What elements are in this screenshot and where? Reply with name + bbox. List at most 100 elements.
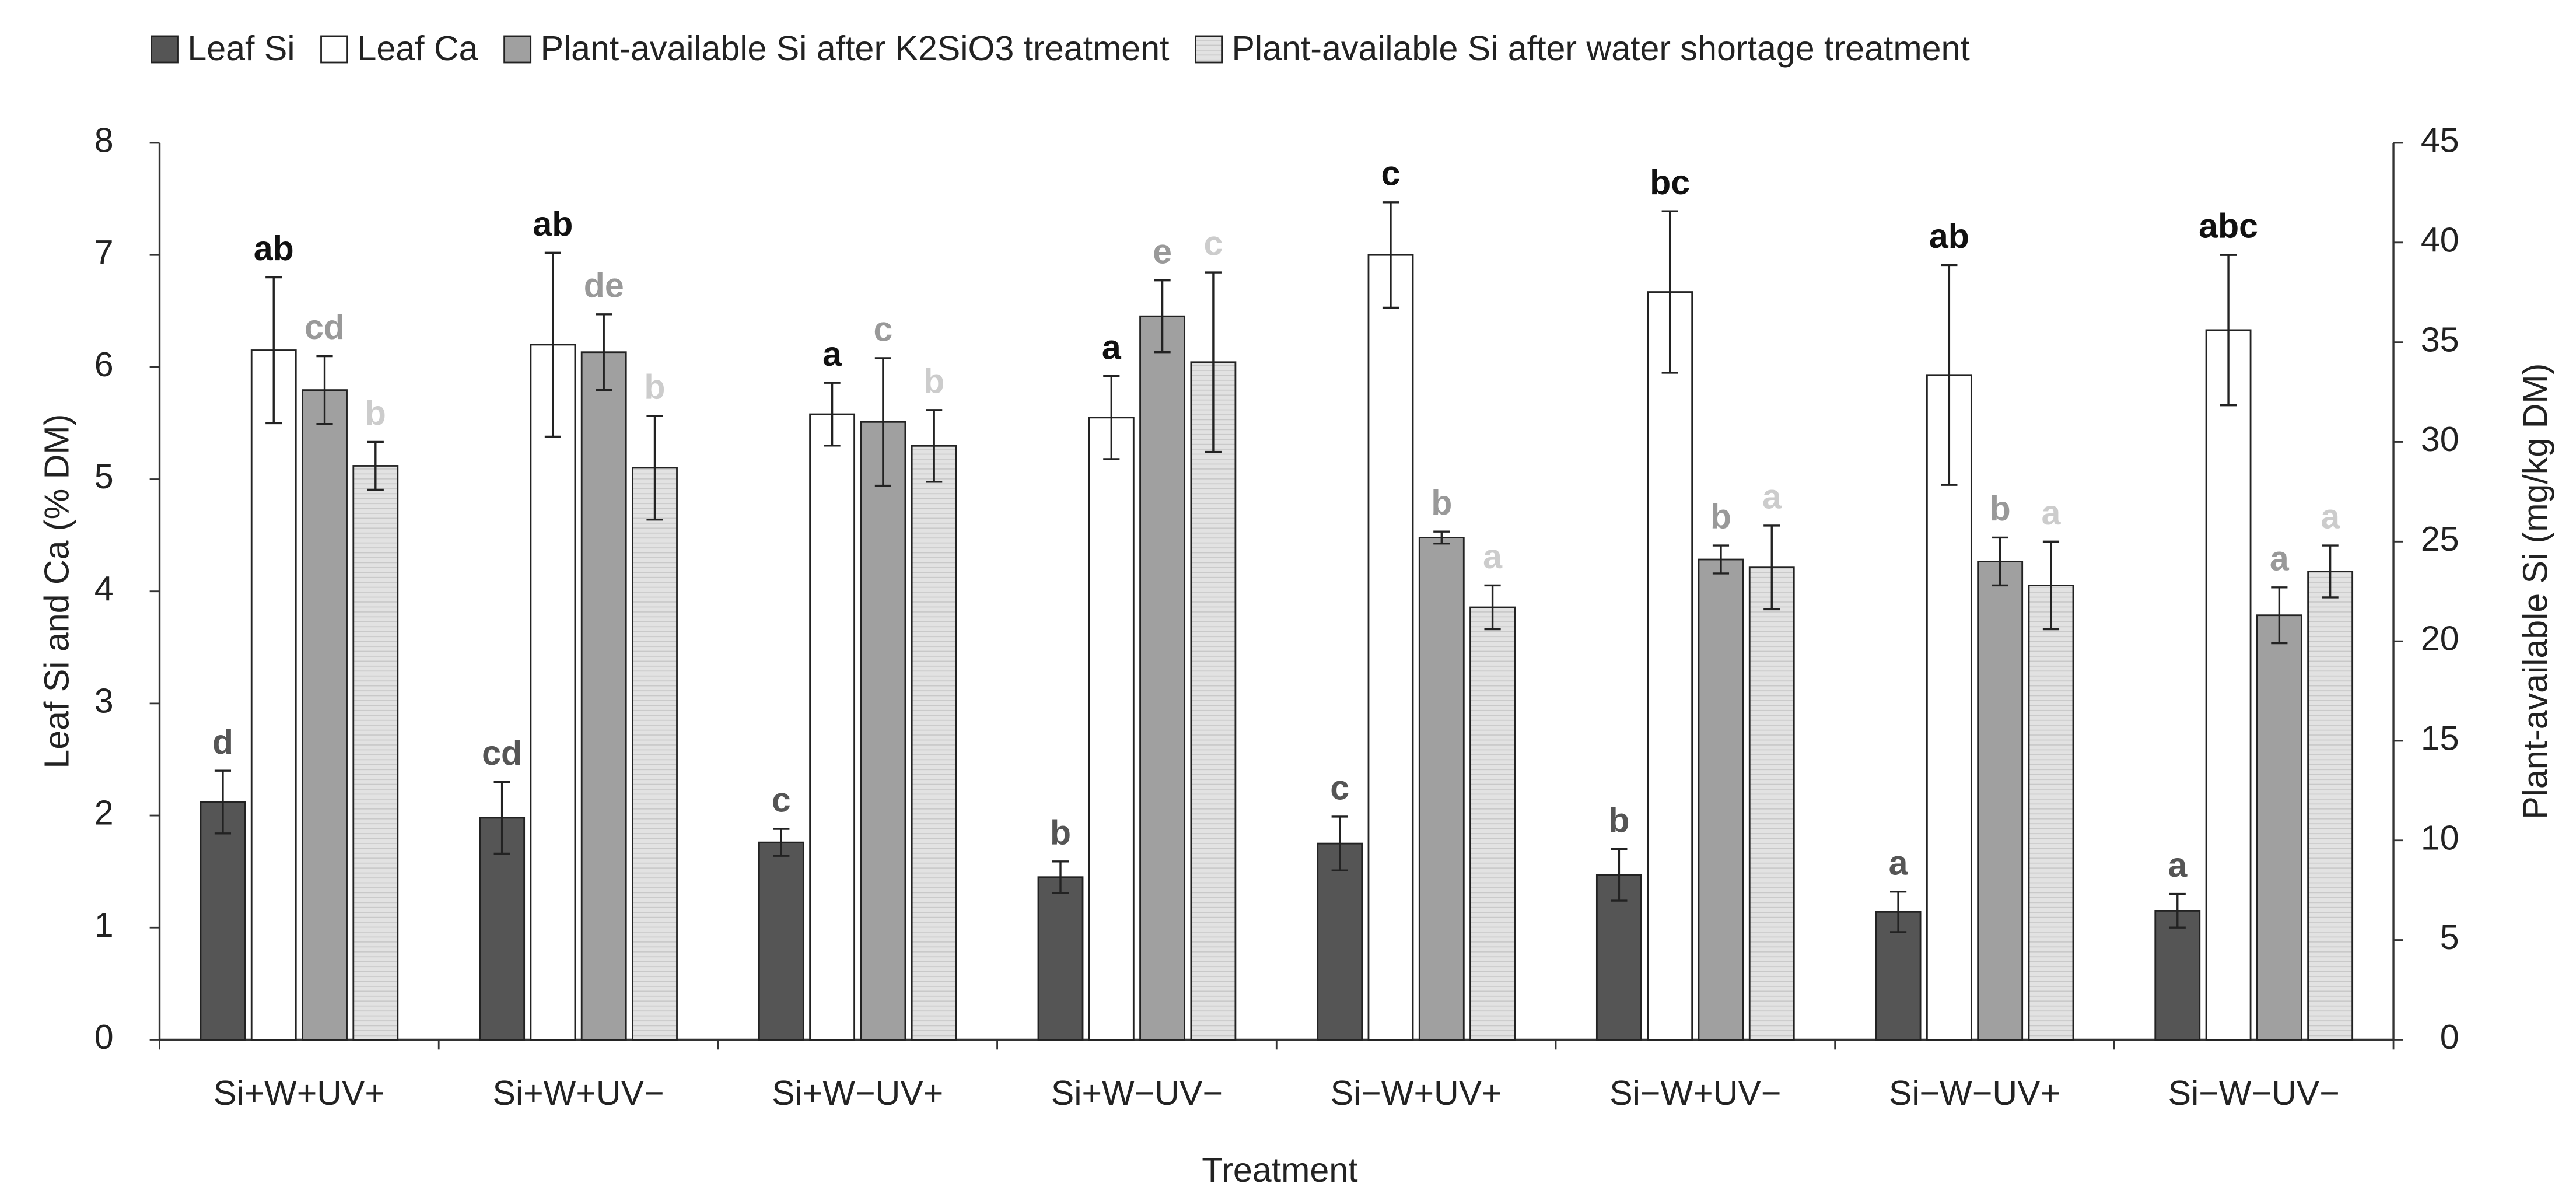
legend-swatch: [1195, 35, 1223, 64]
error-bar: [596, 313, 612, 391]
y2-tick-label: 45: [2421, 121, 2459, 160]
x-tick-label: Si−W−UV+: [1889, 1073, 2060, 1112]
y2-tick-label: 0: [2440, 1017, 2459, 1056]
bar: [632, 467, 678, 1041]
x-tick-label: Si−W+UV−: [1609, 1073, 1781, 1112]
legend-label: Plant-available Si after water shortage …: [1232, 29, 1970, 68]
significance-label: cd: [482, 733, 522, 772]
y2-axis-title: Plant-available Si (mg/kg DM): [2515, 363, 2554, 820]
bar: [1088, 416, 1135, 1041]
significance-label: a: [2320, 497, 2340, 536]
bar: [2307, 570, 2354, 1041]
x-tick-label: Si+W+UV−: [493, 1073, 664, 1112]
y2-tick-label: 5: [2440, 918, 2459, 957]
x-tick-label: Si+W−UV−: [1051, 1073, 1223, 1112]
significance-label: cd: [304, 307, 345, 346]
significance-label: a: [2168, 845, 2188, 884]
error-bar: [1941, 264, 1958, 486]
y-tick-label: 4: [94, 569, 114, 608]
significance-label: b: [1431, 483, 1452, 522]
significance-label: b: [923, 361, 944, 400]
significance-label: b: [1990, 489, 2011, 528]
y-tick-label: 0: [94, 1017, 114, 1056]
bar: [1875, 911, 1922, 1041]
error-bar: [1154, 279, 1171, 354]
significance-label: c: [1381, 153, 1401, 192]
bar: [860, 421, 907, 1041]
bar: [302, 389, 348, 1041]
error-bar: [2271, 586, 2288, 645]
y-tick-label: 5: [94, 457, 114, 496]
significance-label: c: [772, 780, 791, 820]
y2-tick-label: 35: [2421, 320, 2459, 359]
significance-label: a: [1762, 477, 1782, 516]
y2-tick-label: 25: [2421, 519, 2459, 558]
error-bar: [773, 828, 790, 857]
error-bar: [926, 409, 943, 483]
error-bar: [824, 382, 841, 447]
legend-label: Leaf Ca: [357, 29, 478, 68]
bar: [2154, 910, 2201, 1041]
error-bar: [1763, 524, 1780, 611]
error-bar: [2042, 540, 2060, 631]
significance-label: a: [2270, 538, 2290, 578]
bar: [580, 351, 627, 1041]
error-bar: [1992, 536, 2008, 587]
significance-label: a: [1102, 327, 1122, 366]
error-bar: [544, 251, 561, 438]
bar: [1190, 361, 1237, 1041]
x-tick-label: Si+W+UV+: [214, 1073, 385, 1112]
significance-label: b: [1710, 497, 1731, 536]
legend-label: Plant-available Si after K2SiO3 treatmen…: [541, 29, 1170, 68]
y2-tick-label: 30: [2421, 419, 2459, 459]
error-bar: [1205, 271, 1222, 453]
bar: [1647, 291, 1693, 1041]
bar: [1367, 254, 1414, 1041]
error-bar: [1052, 860, 1069, 894]
y-tick-label: 3: [94, 681, 114, 720]
bar: [2028, 584, 2074, 1041]
significance-label: a: [1483, 537, 1503, 576]
significance-label: b: [644, 368, 665, 407]
bar: [1317, 842, 1363, 1041]
error-bar: [1611, 848, 1628, 902]
significance-label: c: [1330, 768, 1349, 807]
x-axis-title: Treatment: [1202, 1150, 1357, 1189]
bar: [250, 349, 297, 1041]
error-bar: [1433, 530, 1450, 545]
significance-label: a: [822, 334, 842, 373]
y-tick-label: 7: [94, 233, 114, 272]
significance-label: b: [1608, 800, 1629, 839]
legend-swatch: [150, 35, 178, 64]
significance-label: de: [584, 265, 624, 304]
bar: [1139, 315, 1186, 1041]
x-tick-label: Si−W+UV+: [1331, 1073, 1502, 1112]
bar: [1748, 566, 1795, 1041]
y-axis-title: Leaf Si and Ca (% DM): [37, 414, 76, 769]
legend-swatch: [503, 35, 532, 64]
significance-label: c: [873, 310, 892, 349]
error-bar: [1103, 375, 1120, 460]
error-bar: [2322, 544, 2339, 598]
y2-tick-label: 15: [2421, 719, 2459, 758]
error-bar: [1890, 891, 1907, 933]
bar: [200, 801, 246, 1041]
bar: [1698, 558, 1744, 1041]
error-bar: [367, 440, 384, 491]
significance-label: a: [1889, 843, 1909, 882]
significance-label: ab: [254, 229, 294, 268]
error-bar: [874, 357, 891, 487]
y2-tick-label: 10: [2421, 818, 2459, 857]
bar: [1469, 606, 1516, 1041]
error-bar: [1712, 544, 1730, 575]
significance-label: abc: [2199, 206, 2258, 246]
x-tick-label: Si+W−UV+: [772, 1073, 943, 1112]
error-bar: [494, 780, 510, 855]
bar: [530, 344, 576, 1041]
bar: [2205, 329, 2252, 1041]
significance-label: bc: [1650, 163, 1690, 202]
y2-tick-label: 40: [2421, 220, 2459, 259]
error-bar: [2220, 254, 2237, 407]
